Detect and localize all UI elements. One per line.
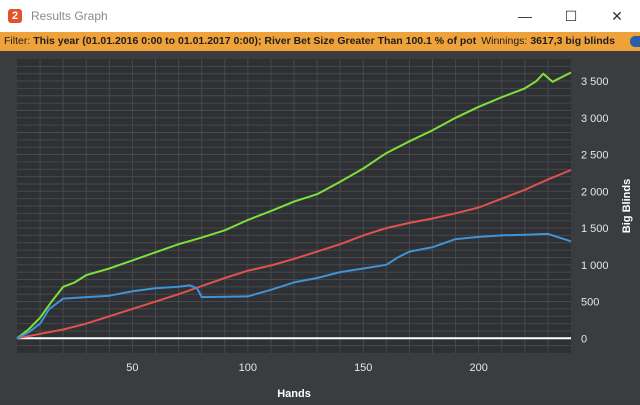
y-tick-label: 3 500 <box>581 76 609 88</box>
x-axis-ticks: 50 100 150 200 <box>126 362 488 374</box>
y-tick-label: 0 <box>581 333 587 345</box>
filter-description: This year (01.01.2016 0:00 to 01.01.2017… <box>33 35 477 47</box>
series-line-1 <box>16 169 572 340</box>
minimize-icon: — <box>518 8 532 24</box>
close-icon: ✕ <box>611 7 623 24</box>
app-logo-icon: 2 <box>8 9 22 23</box>
series-line-2 <box>16 232 572 340</box>
x-tick-label: 50 <box>126 362 138 374</box>
y-tick-label: 2 500 <box>581 150 609 162</box>
y-axis-title: Big Blinds <box>621 179 633 233</box>
filter-label: Filter: <box>4 35 31 47</box>
window-title: Results Graph <box>31 9 108 23</box>
y-axis-ticks: 0 500 1 000 1 500 2 000 2 500 3 000 3 500 <box>581 76 609 345</box>
close-button[interactable]: ✕ <box>594 0 640 32</box>
series-line-0 <box>16 71 572 340</box>
series-layer <box>16 71 572 340</box>
winnings-label: Winnings: <box>481 35 528 47</box>
y-tick-label: 500 <box>581 297 599 309</box>
maximize-icon: ☐ <box>564 7 578 24</box>
x-tick-label: 200 <box>469 362 487 374</box>
results-chart: 50 100 150 200 0 500 1 000 1 500 2 000 2 500 3 00… <box>16 59 633 400</box>
y-tick-label: 1 000 <box>581 260 609 272</box>
filter-edge-icon[interactable] <box>630 36 640 47</box>
grid-lines <box>17 59 571 353</box>
y-tick-label: 3 000 <box>581 113 609 125</box>
y-tick-label: 1 500 <box>581 223 609 235</box>
title-bar: 2 Results Graph — ☐ ✕ <box>0 0 640 32</box>
x-axis-title: Hands <box>277 388 311 400</box>
x-tick-label: 100 <box>239 362 257 374</box>
y-tick-label: 2 000 <box>581 186 609 198</box>
maximize-button[interactable]: ☐ <box>548 0 594 32</box>
filter-bar: Filter: This year (01.01.2016 0:00 to 01.… <box>0 32 640 51</box>
minimize-button[interactable]: — <box>502 0 548 32</box>
winnings-value: 3617,3 big blinds <box>530 35 615 47</box>
x-tick-label: 150 <box>354 362 372 374</box>
